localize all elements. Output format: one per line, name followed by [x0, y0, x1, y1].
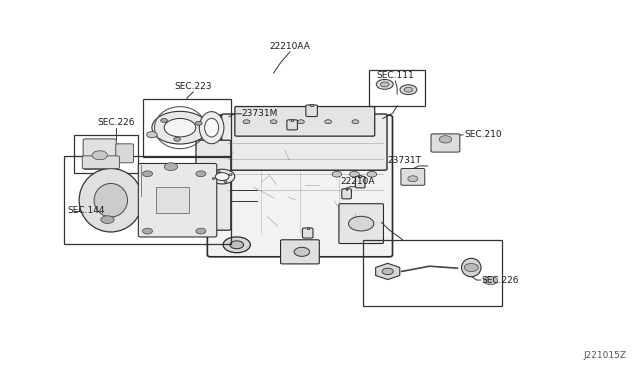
- Circle shape: [223, 237, 250, 253]
- Circle shape: [376, 80, 393, 89]
- Circle shape: [332, 171, 342, 177]
- Circle shape: [404, 87, 413, 92]
- Circle shape: [161, 118, 168, 122]
- Circle shape: [164, 119, 196, 137]
- Bar: [359, 175, 361, 177]
- FancyBboxPatch shape: [287, 120, 298, 130]
- Bar: [143, 99, 231, 157]
- FancyBboxPatch shape: [339, 204, 383, 244]
- Circle shape: [101, 216, 114, 224]
- Ellipse shape: [199, 112, 224, 144]
- Bar: [310, 104, 313, 106]
- Circle shape: [92, 151, 108, 160]
- Text: SEC.111: SEC.111: [376, 71, 414, 80]
- Text: 23731M: 23731M: [242, 109, 278, 118]
- Polygon shape: [376, 263, 400, 279]
- Bar: [363, 240, 502, 305]
- Circle shape: [294, 247, 310, 256]
- Circle shape: [217, 171, 220, 173]
- FancyBboxPatch shape: [342, 189, 351, 199]
- FancyBboxPatch shape: [83, 139, 116, 169]
- Circle shape: [147, 132, 157, 138]
- Ellipse shape: [205, 118, 219, 137]
- FancyBboxPatch shape: [221, 114, 387, 170]
- Circle shape: [484, 277, 498, 285]
- Circle shape: [324, 120, 332, 124]
- Circle shape: [143, 228, 152, 234]
- Circle shape: [382, 268, 394, 275]
- Text: SEC.210: SEC.210: [464, 131, 502, 140]
- FancyBboxPatch shape: [196, 140, 231, 230]
- Ellipse shape: [461, 258, 481, 277]
- Text: 22210AA: 22210AA: [269, 42, 310, 51]
- Circle shape: [270, 120, 277, 124]
- Circle shape: [381, 82, 389, 87]
- Circle shape: [229, 174, 232, 176]
- Ellipse shape: [94, 183, 127, 217]
- Text: SEC.226: SEC.226: [482, 276, 519, 285]
- Bar: [64, 156, 231, 244]
- Circle shape: [196, 228, 206, 234]
- Text: SEC.223: SEC.223: [175, 82, 212, 91]
- Circle shape: [164, 163, 177, 171]
- FancyBboxPatch shape: [207, 115, 392, 257]
- FancyBboxPatch shape: [306, 105, 317, 116]
- Circle shape: [230, 241, 244, 249]
- Circle shape: [243, 120, 250, 124]
- Text: SEC.144: SEC.144: [68, 206, 106, 215]
- Circle shape: [212, 178, 215, 179]
- FancyBboxPatch shape: [303, 228, 313, 238]
- Circle shape: [224, 181, 227, 182]
- Text: 22210A: 22210A: [340, 177, 375, 186]
- Circle shape: [152, 111, 208, 144]
- Circle shape: [408, 176, 418, 182]
- Circle shape: [215, 173, 229, 180]
- Circle shape: [174, 137, 180, 141]
- Bar: [369, 70, 426, 106]
- Bar: [307, 227, 308, 229]
- Circle shape: [464, 263, 478, 272]
- Circle shape: [196, 171, 206, 177]
- FancyBboxPatch shape: [83, 156, 120, 169]
- Circle shape: [349, 171, 359, 177]
- Bar: [156, 187, 189, 214]
- Text: 23731T: 23731T: [388, 156, 422, 165]
- Circle shape: [400, 85, 417, 94]
- Text: SEC.226: SEC.226: [97, 118, 135, 127]
- FancyBboxPatch shape: [138, 163, 217, 237]
- FancyBboxPatch shape: [355, 176, 365, 188]
- FancyBboxPatch shape: [401, 169, 425, 185]
- Circle shape: [143, 171, 152, 177]
- FancyBboxPatch shape: [116, 144, 134, 163]
- Bar: [291, 119, 293, 121]
- Circle shape: [298, 120, 304, 124]
- Circle shape: [367, 171, 377, 177]
- Circle shape: [349, 216, 374, 231]
- FancyBboxPatch shape: [431, 134, 460, 152]
- FancyBboxPatch shape: [235, 106, 375, 136]
- Bar: [74, 135, 138, 173]
- Circle shape: [195, 121, 202, 125]
- Ellipse shape: [79, 169, 143, 232]
- Circle shape: [439, 136, 452, 143]
- Bar: [346, 188, 348, 190]
- Text: J221015Z: J221015Z: [583, 351, 626, 360]
- Circle shape: [352, 120, 359, 124]
- FancyBboxPatch shape: [280, 240, 319, 264]
- Circle shape: [209, 169, 235, 184]
